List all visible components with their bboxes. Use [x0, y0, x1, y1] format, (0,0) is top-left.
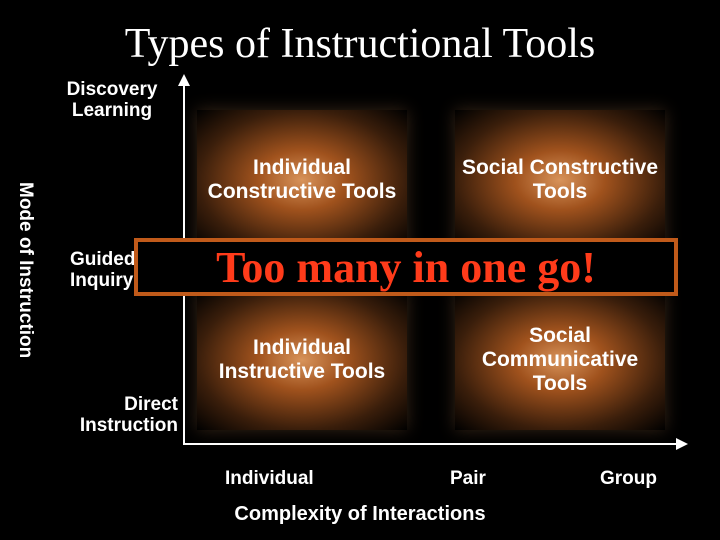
quadrant-label: Individual Instructive Tools [197, 336, 407, 384]
x-tick-group: Group [600, 468, 657, 490]
y-tick-top: Discovery Learning [52, 80, 172, 122]
slide-title: Types of Instructional Tools [0, 20, 720, 68]
quadrant-label: Social Communicative Tools [455, 324, 665, 396]
overlay-text: Too many in one go! [216, 242, 596, 293]
x-axis-arrow [183, 443, 678, 445]
x-tick-pair: Pair [450, 468, 486, 490]
x-tick-individual: Individual [225, 468, 314, 490]
quadrant-label: Social Constructive Tools [455, 156, 665, 204]
quadrant-top-right: Social Constructive Tools [455, 110, 665, 250]
slide-root: Types of Instructional Tools Mode of Ins… [0, 0, 720, 540]
quadrant-bottom-left: Individual Instructive Tools [197, 290, 407, 430]
quadrant-bottom-right: Social Communicative Tools [455, 290, 665, 430]
quadrant-top-left: Individual Constructive Tools [197, 110, 407, 250]
overlay-banner: Too many in one go! [134, 238, 678, 296]
quadrant-label: Individual Constructive Tools [197, 156, 407, 204]
x-axis-label: Complexity of Interactions [0, 503, 720, 526]
y-tick-bottom: Direct Instruction [58, 395, 178, 437]
y-axis-label: Mode of Instruction [14, 130, 36, 410]
